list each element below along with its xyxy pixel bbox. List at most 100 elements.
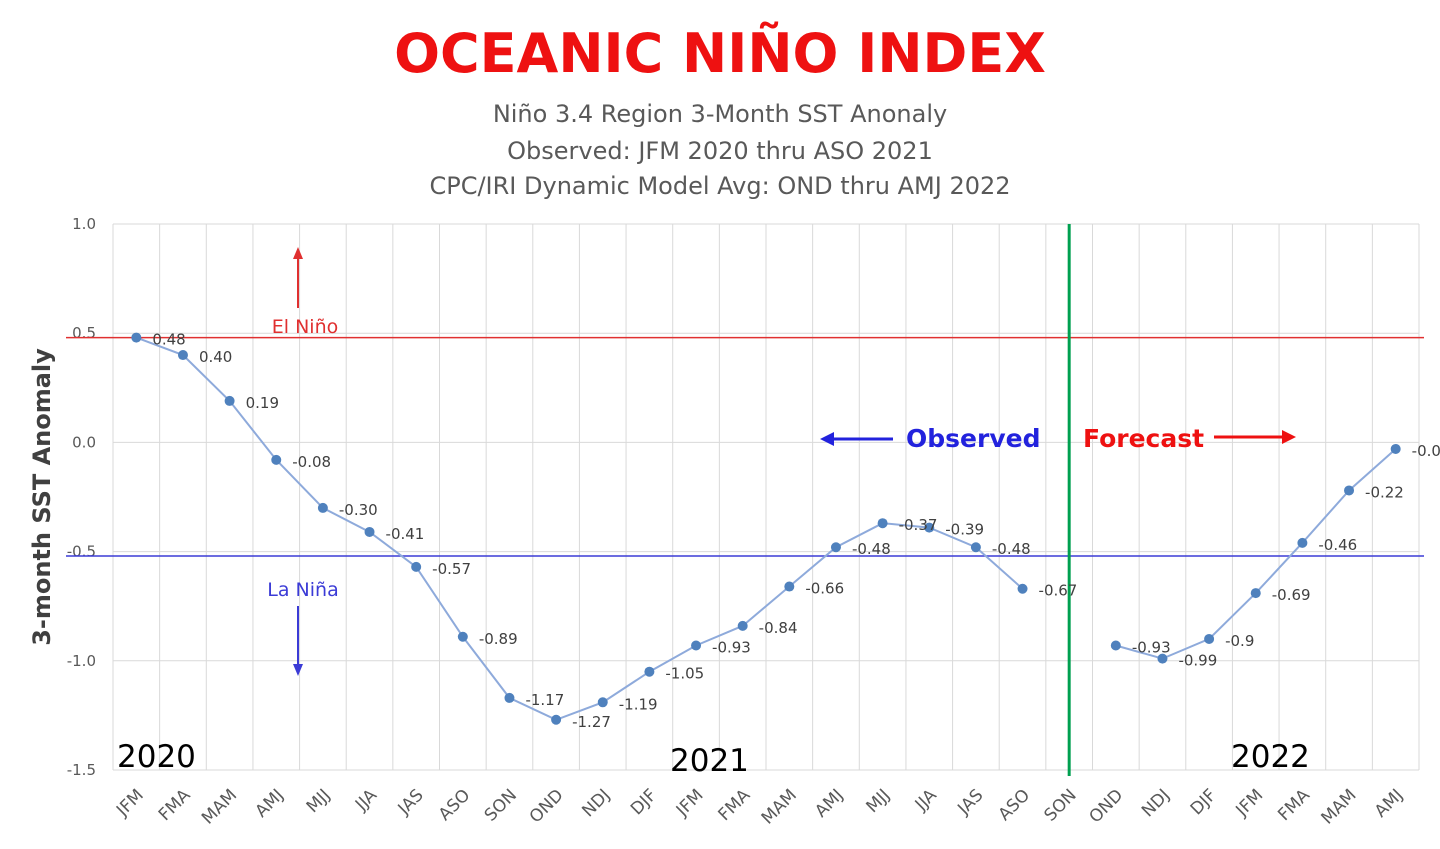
chart-subtitle-1: Niño 3.4 Region 3-Month SST Anonaly [492,100,948,128]
data-label: -0.93 [1132,639,1171,657]
x-tick-label: JJA [351,785,381,815]
x-tick-label: SON [1040,785,1080,825]
data-point [504,692,515,703]
data-label: -0.37 [899,516,938,534]
data-label: -0.39 [945,521,984,539]
forecast-annotation: Forecast [1083,424,1204,453]
data-point [597,697,608,708]
y-axis-label: 3-month SST Anomaly [28,348,56,646]
y-tick-label: -0.5 [67,543,96,561]
series-layer [131,332,1401,725]
x-tick-label: MAM [198,785,241,828]
x-tick-label: JFM [1232,785,1268,821]
x-tick-label: MAM [1317,785,1360,828]
la-nina-label: La Niña [267,579,338,601]
data-point [1204,633,1215,644]
x-tick-label: MJJ [863,785,895,817]
forecast-arrow-icon [1282,430,1296,444]
data-point [364,526,375,537]
observed-arrow-icon [820,432,834,446]
x-tick-label: FMA [1274,785,1314,825]
data-label: -0.9 [1225,632,1254,650]
x-tick-label: JJA [911,785,941,815]
data-label: -0.03 [1412,442,1440,460]
year-label-2022: 2022 [1231,739,1310,775]
x-tick-label: AMJ [252,785,288,821]
x-axis-ticks: JFM FMA MAM AMJ MJJ JJA JAS ASO SON OND NDJ DJF JFM F… [112,785,1407,828]
data-point [1297,537,1308,548]
data-point [877,518,888,529]
data-point [1017,583,1028,594]
data-point [737,620,748,631]
data-label: -0.69 [1272,586,1311,604]
x-tick-label: JFM [112,785,148,821]
data-point [317,502,328,513]
observed-annotation: Observed [906,424,1040,453]
chart-grid [112,223,1420,771]
data-labels: 0.48 0.40 0.19 -0.08 -0.30 -0.41 -0.57 -0.89 -1.… [152,331,1440,731]
data-label: -0.08 [292,453,331,471]
y-tick-label: 0.0 [72,433,96,451]
x-tick-label: OND [1085,785,1127,827]
data-point [970,542,981,553]
el-nino-label: El Niño [272,316,338,338]
data-label: -0.41 [386,525,425,543]
y-tick-label: 0.5 [72,324,96,342]
data-label: -0.46 [1318,536,1357,554]
data-point [131,332,142,343]
observed-series-line [135,336,1024,721]
y-tick-label: -1.5 [67,761,96,779]
el-nino-arrow-icon [293,247,303,259]
data-label: -0.84 [759,619,798,637]
y-tick-label: -1.0 [67,652,96,670]
data-point [224,395,235,406]
data-point [644,666,655,677]
year-label-2020: 2020 [117,739,196,775]
x-tick-label: JAS [394,785,428,819]
x-tick-label: ASO [995,785,1034,824]
data-point [830,542,841,553]
data-point [1110,640,1121,651]
data-point [924,522,935,533]
data-label: -0.67 [1039,582,1078,600]
data-point [1390,443,1401,454]
x-tick-label: MJJ [303,785,335,817]
chart-subtitle-2: Observed: JFM 2020 thru ASO 2021 [507,137,933,165]
y-axis-ticks: 1.0 0.5 0.0 -0.5 -1.0 -1.5 [67,215,96,779]
x-tick-label: JFM [672,785,708,821]
data-label: -0.66 [805,580,844,598]
x-tick-label: SON [481,785,521,825]
data-point [784,581,795,592]
x-tick-label: FMA [155,785,195,825]
x-tick-label: DJF [1187,785,1221,819]
x-tick-label: AMJ [1371,785,1407,821]
year-label-2021: 2021 [670,743,749,779]
data-label: -1.17 [525,691,564,709]
x-tick-label: OND [526,785,568,827]
x-tick-label: ASO [435,785,474,824]
data-label: -1.19 [619,695,658,713]
data-label: 0.19 [246,394,279,412]
data-label: 0.40 [199,348,232,366]
la-nina-arrow-icon [293,664,303,676]
x-tick-label: NDJ [1138,785,1174,821]
data-label: -0.48 [852,540,891,558]
x-tick-label: NDJ [578,785,614,821]
x-tick-label: JAS [953,785,987,819]
y-tick-label: 1.0 [72,215,96,233]
data-point [457,631,468,642]
data-label: -0.57 [432,560,471,578]
data-point [411,561,422,572]
data-label: -0.99 [1178,652,1217,670]
data-point [1157,653,1168,664]
data-label: 0.48 [152,331,185,349]
data-label: -0.89 [479,630,518,648]
data-label: -0.48 [992,540,1031,558]
reference-lines [66,224,1424,776]
chart-title: OCEANIC NIÑO INDEX [394,22,1046,85]
chart-subtitle-3: CPC/IRI Dynamic Model Avg: OND thru AMJ … [429,172,1011,200]
x-tick-label: MAM [758,785,801,828]
data-point [1344,485,1355,496]
data-label: -0.30 [339,501,378,519]
